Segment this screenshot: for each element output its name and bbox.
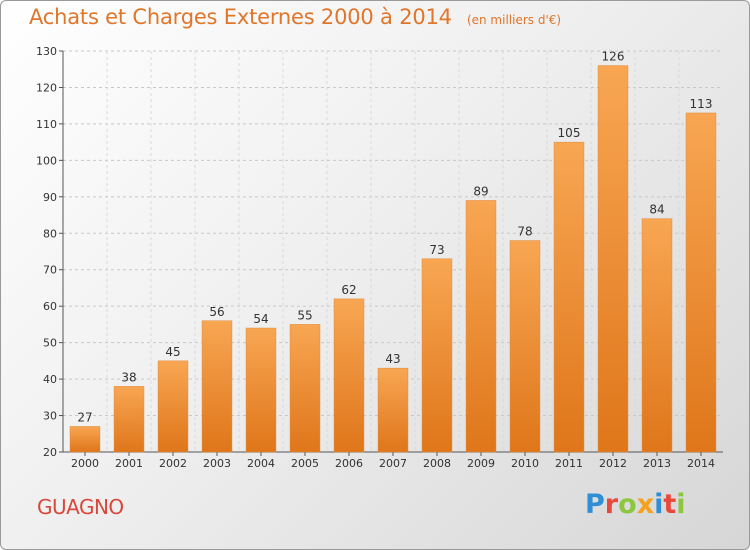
data-label: 54 xyxy=(253,312,268,326)
x-tick-label: 2000 xyxy=(71,457,99,470)
bar xyxy=(113,386,145,453)
data-label: 84 xyxy=(649,203,664,217)
data-label: 78 xyxy=(517,225,532,239)
x-tick-label: 2006 xyxy=(335,457,363,470)
bar xyxy=(333,298,365,453)
bar xyxy=(201,320,233,453)
x-tick-label: 2007 xyxy=(379,457,407,470)
data-label: 55 xyxy=(297,308,312,322)
y-tick-label: 60 xyxy=(43,300,57,313)
x-tick-label: 2002 xyxy=(159,457,187,470)
y-tick-label: 110 xyxy=(36,118,57,131)
data-label: 43 xyxy=(385,352,400,366)
x-tick-label: 2005 xyxy=(291,457,319,470)
y-tick-label: 20 xyxy=(43,446,57,459)
logo-letter: o xyxy=(618,489,637,520)
x-tick-label: 2004 xyxy=(247,457,275,470)
x-tick-label: 2012 xyxy=(599,457,627,470)
data-label: 105 xyxy=(558,126,581,140)
bar xyxy=(465,200,497,453)
bar xyxy=(245,327,277,453)
x-tick-label: 2014 xyxy=(687,457,715,470)
data-label: 126 xyxy=(602,50,625,64)
x-tick-label: 2013 xyxy=(643,457,671,470)
data-label: 45 xyxy=(165,345,180,359)
bars xyxy=(69,65,717,453)
y-tick-label: 80 xyxy=(43,227,57,240)
bar xyxy=(421,258,453,453)
data-label: 62 xyxy=(341,283,356,297)
bar xyxy=(509,240,541,453)
y-tick-label: 130 xyxy=(36,45,57,58)
logo-letter: i xyxy=(676,489,686,520)
y-tick-label: 120 xyxy=(36,81,57,94)
data-label: 113 xyxy=(690,97,713,111)
chart-unit: (en milliers d'€) xyxy=(466,13,562,27)
labels: 27 2000 38 2001 45 2002 56 2003 54 2004 55 2005 62 20… xyxy=(71,50,715,470)
x-tick-label: 2011 xyxy=(555,457,583,470)
logo-letter: P xyxy=(585,489,605,520)
bar xyxy=(685,112,717,453)
data-label: 27 xyxy=(77,410,92,424)
x-tick-label: 2009 xyxy=(467,457,495,470)
data-label: 56 xyxy=(209,305,224,319)
commune-name: GUAGNO xyxy=(37,495,124,519)
bar xyxy=(641,218,673,453)
bar xyxy=(289,324,321,453)
axes: 20 30 40 50 60 70 80 90 100 110 120 130 xyxy=(36,45,723,459)
bar xyxy=(377,367,409,453)
logo-letter: i xyxy=(654,489,664,520)
y-tick-label: 50 xyxy=(43,337,57,350)
chart-title-text: Achats et Charges Externes 2000 à 2014 xyxy=(29,5,452,29)
y-tick-label: 100 xyxy=(36,154,57,167)
x-tick-label: 2003 xyxy=(203,457,231,470)
y-tick-label: 90 xyxy=(43,191,57,204)
logo-letter: x xyxy=(636,489,655,520)
x-tick-label: 2001 xyxy=(115,457,143,470)
proxiti-logo[interactable]: Proxiti xyxy=(585,489,686,520)
logo-letter: t xyxy=(663,489,677,520)
x-tick-label: 2010 xyxy=(511,457,539,470)
x-tick-label: 2008 xyxy=(423,457,451,470)
data-label: 89 xyxy=(473,184,488,198)
data-label: 38 xyxy=(121,370,136,384)
bar xyxy=(157,360,189,453)
y-tick-label: 70 xyxy=(43,264,57,277)
chart-title: Achats et Charges Externes 2000 à 2014 (… xyxy=(29,5,561,29)
bar xyxy=(597,65,629,453)
data-label: 73 xyxy=(429,243,444,257)
bar xyxy=(553,141,585,453)
y-tick-label: 30 xyxy=(43,410,57,423)
y-tick-label: 40 xyxy=(43,373,57,386)
bar xyxy=(69,426,101,453)
logo-letter: r xyxy=(604,489,619,520)
